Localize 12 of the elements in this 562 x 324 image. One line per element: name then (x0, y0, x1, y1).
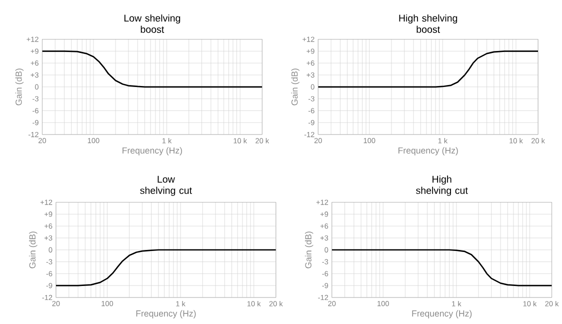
y-axis-title: Gain (dB) (304, 232, 314, 268)
chart-title: Low shelving boost (124, 14, 180, 33)
chart-title: Low shelving cut (140, 176, 192, 196)
chart-title: High shelving boost (399, 14, 458, 33)
x-axis-title: Frequency (Hz) (122, 147, 182, 156)
x-axis-title: Frequency (Hz) (412, 310, 472, 318)
y-axis-title: Gain (dB) (29, 232, 38, 268)
y-axis-title: Gain (dB) (15, 68, 24, 106)
chart-title: High shelving cut (416, 175, 468, 196)
y-axis-title: Gain (dB) (291, 68, 300, 106)
x-axis-title: Frequency (Hz) (398, 147, 458, 156)
x-axis-title: Frequency (Hz) (136, 310, 196, 318)
